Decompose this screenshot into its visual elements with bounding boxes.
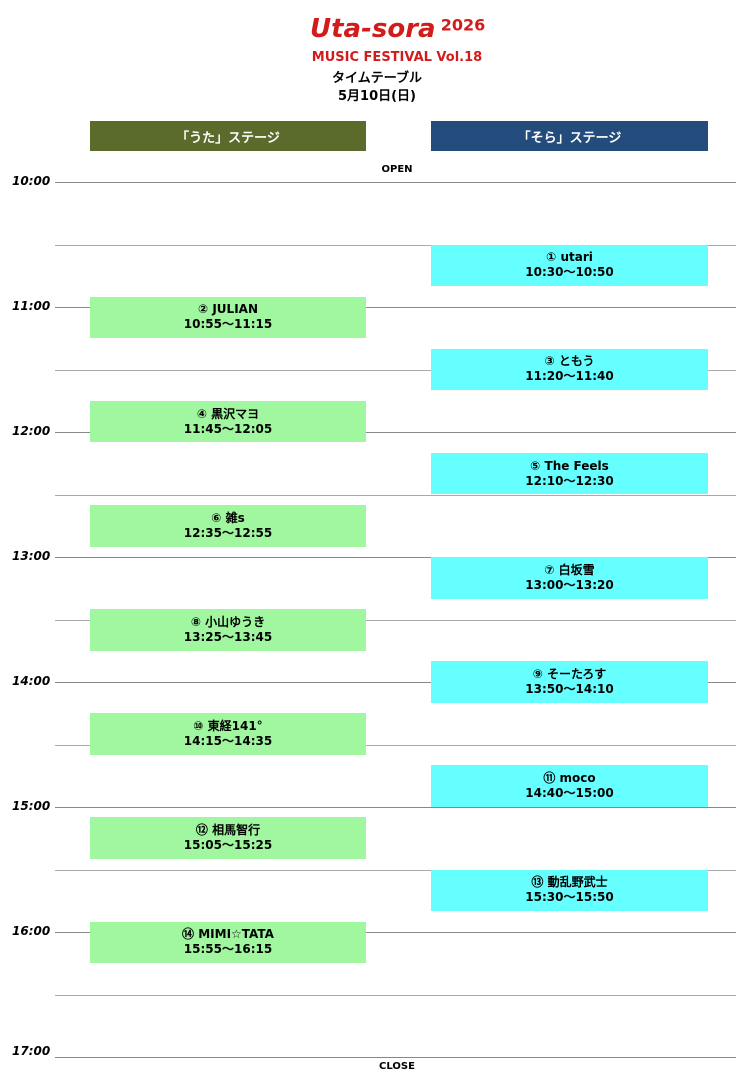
act-time: 12:10～12:30: [525, 473, 614, 488]
slot: ⑤ The Feels 12:10～12:30: [431, 452, 708, 495]
title: Uta-sora: [310, 14, 436, 44]
act-name: ⑪ moco: [543, 771, 596, 786]
time-label: 14:00: [12, 674, 51, 688]
half-hour-line: [55, 869, 736, 871]
heading: タイムテーブル: [332, 71, 422, 86]
time-label: 16:00: [12, 924, 51, 938]
close-label: CLOSE: [379, 1061, 415, 1072]
act-name: ⑥ 雑s: [211, 510, 245, 525]
half-hour-line: [55, 744, 736, 746]
time-label: 17:00: [12, 1044, 51, 1058]
hour-line: [55, 557, 736, 558]
half-hour-line: [55, 369, 736, 371]
slot: ⑨ そーたろす 13:50～14:10: [431, 661, 708, 703]
half-hour-line: [55, 619, 736, 621]
half-hour-line: [55, 994, 736, 996]
act-time: 13:25～13:45: [183, 629, 273, 644]
act-name: ⑬ 動乱野武士: [531, 875, 608, 890]
act-time: 15:05～15:25: [183, 838, 273, 853]
title-group: Uta-sora 2026: [310, 14, 485, 44]
time-label: 13:00: [12, 549, 51, 563]
act-time: 12:35～12:55: [183, 525, 273, 540]
slot: ⑬ 動乱野武士 15:30～15:50: [431, 869, 708, 912]
act-time: 15:55～16:15: [183, 942, 273, 957]
act-time: 10:30～10:50: [525, 265, 614, 280]
slot: ⑥ 雑s 12:35～12:55: [90, 504, 366, 547]
time-label: 10:00: [12, 174, 51, 188]
subtitle: MUSIC FESTIVAL Vol.18: [311, 50, 483, 65]
open-label: OPEN: [381, 164, 413, 175]
act-name: ⑫ 相馬智行: [195, 823, 261, 838]
date: 5月10日(日): [337, 89, 417, 104]
act-name: ④ 黒沢マヨ: [196, 406, 260, 421]
slot: ⑩ 東経141° 14:15～14:35: [90, 713, 366, 755]
act-time: 15:30～15:50: [525, 890, 614, 905]
act-name: ⑭ MIMI☆TATA: [182, 927, 274, 942]
act-name: ② JULIAN: [198, 302, 258, 317]
act-time: 11:45～12:05: [183, 421, 273, 436]
half-hour-line: [55, 494, 736, 496]
time-label: 15:00: [12, 799, 51, 813]
stage-header: 「そら」ステージ: [431, 121, 708, 151]
act-name: ⑤ The Feels: [530, 458, 609, 473]
act-time: 11:20～11:40: [525, 369, 614, 384]
slot: ⑧ 小山ゆうき 13:25～13:45: [90, 609, 366, 651]
act-name: ⑧ 小山ゆうき: [190, 614, 266, 629]
slot: ① utari 10:30～10:50: [431, 244, 708, 287]
slot: ⑪ moco 14:40～15:00: [431, 765, 708, 807]
act-name: ⑩ 東経141°: [193, 719, 263, 734]
slot: ④ 黒沢マヨ 11:45～12:05: [90, 400, 366, 443]
hour-line: [55, 1057, 736, 1058]
year: 2026: [440, 15, 486, 35]
time-label: 11:00: [12, 299, 51, 313]
act-time: 13:00～13:20: [525, 577, 614, 592]
stage-header: 「うた」ステージ: [90, 121, 366, 151]
slot: ② JULIAN 10:55～11:15: [90, 296, 366, 339]
half-hour-line: [55, 244, 736, 246]
time-label: 12:00: [12, 424, 51, 438]
hour-line: [55, 682, 736, 683]
slot: ⑦ 白坂雪 13:00～13:20: [431, 557, 708, 599]
hour-line: [55, 307, 736, 308]
hour-line: [55, 182, 736, 183]
act-name: ① utari: [546, 250, 593, 265]
act-time: 14:15～14:35: [183, 734, 273, 749]
hour-line: [55, 807, 736, 808]
hour-line: [55, 432, 736, 433]
act-time: 14:40～15:00: [525, 786, 614, 801]
slot: ⑭ MIMI☆TATA 15:55～16:15: [90, 921, 366, 964]
act-time: 13:50～14:10: [525, 681, 614, 696]
act-name: ③ ともう: [544, 354, 595, 369]
slot: ③ ともう 11:20～11:40: [431, 348, 708, 391]
act-name: ⑨ そーたろす: [532, 666, 607, 681]
act-time: 10:55～11:15: [183, 317, 273, 332]
act-name: ⑦ 白坂雪: [544, 562, 595, 577]
slot: ⑫ 相馬智行 15:05～15:25: [90, 817, 366, 860]
hour-line: [55, 932, 736, 933]
